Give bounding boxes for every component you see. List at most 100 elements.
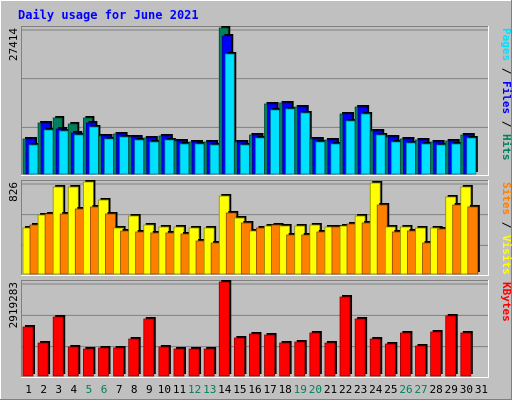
bar-kbytes-day-22 bbox=[339, 296, 351, 377]
bar-kbytes-day-25 bbox=[384, 343, 396, 377]
bar-pages-day-12 bbox=[194, 143, 205, 175]
x-tick-label-day-19: 19 bbox=[294, 383, 307, 396]
bar-pages-day-17 bbox=[270, 109, 280, 175]
bar-pages-day-20 bbox=[315, 141, 326, 175]
x-tick-label-day-22: 22 bbox=[339, 383, 352, 396]
bar-pages-day-2 bbox=[43, 129, 54, 175]
bar-kbytes-day-6 bbox=[98, 347, 109, 377]
bar-kbytes-day-8 bbox=[128, 338, 140, 377]
bar-kbytes-day-18 bbox=[279, 342, 291, 377]
bar-pages-day-21 bbox=[330, 143, 341, 175]
legend-sites: Sites bbox=[500, 182, 512, 215]
bar-pages-day-24 bbox=[375, 134, 386, 175]
legend-kbytes: KBytes bbox=[500, 282, 512, 322]
x-tick-label-day-4: 4 bbox=[71, 383, 78, 396]
bar-kbytes-day-20 bbox=[309, 332, 321, 377]
bar-kbytes-day-19 bbox=[294, 341, 306, 377]
x-tick-label-day-12: 12 bbox=[188, 383, 201, 396]
bar-kbytes-day-13 bbox=[203, 348, 215, 377]
bar-pages-day-15 bbox=[239, 144, 250, 175]
bar-kbytes-day-24 bbox=[369, 338, 381, 377]
bar-kbytes-day-4 bbox=[67, 346, 79, 377]
bar-kbytes-day-26 bbox=[400, 332, 411, 377]
bar-kbytes-day-16 bbox=[249, 333, 260, 377]
legend-kbytes: KBytes bbox=[500, 282, 512, 322]
bar-kbytes-day-27 bbox=[415, 345, 426, 377]
bar-pages-day-1 bbox=[28, 144, 39, 175]
bar-pages-day-7 bbox=[119, 136, 129, 175]
bar-kbytes-day-9 bbox=[143, 318, 155, 377]
bar-kbytes-day-14 bbox=[218, 281, 230, 377]
bar-pages-day-28 bbox=[436, 144, 447, 175]
x-tick-label-day-15: 15 bbox=[233, 383, 246, 396]
panel-kbytes: 2919283 KBytes bbox=[7, 280, 512, 378]
legend-separator: / bbox=[500, 114, 512, 134]
bar-kbytes-day-5 bbox=[82, 348, 94, 377]
legend-separator: / bbox=[500, 61, 512, 81]
bar-kbytes-day-7 bbox=[113, 347, 124, 377]
bar-sites-day-30 bbox=[467, 206, 479, 275]
legend-visitors: Sites / Visits bbox=[500, 182, 512, 275]
bar-kbytes-day-12 bbox=[188, 348, 200, 377]
bar-pages-day-14 bbox=[224, 53, 235, 175]
legend-files: Files bbox=[500, 81, 512, 114]
panel-visitors: 826 Sites / Visits bbox=[7, 180, 512, 276]
bar-pages-day-16 bbox=[255, 137, 265, 175]
bar-kbytes-day-15 bbox=[233, 337, 245, 377]
x-tick-label-day-14: 14 bbox=[218, 383, 232, 396]
bar-pages-day-5 bbox=[88, 126, 99, 175]
chart-panels: 27414 Pages / Files / Hits 826 Sites / Visi… bbox=[7, 26, 512, 378]
x-tick-label-day-3: 3 bbox=[55, 383, 62, 396]
bar-pages-day-22 bbox=[345, 120, 356, 175]
bar-pages-day-29 bbox=[451, 143, 462, 175]
bar-kbytes-day-3 bbox=[52, 316, 64, 377]
x-tick-label-day-1: 1 bbox=[25, 383, 32, 396]
x-tick-label-day-28: 28 bbox=[430, 383, 443, 396]
bar-pages-day-9 bbox=[149, 141, 160, 175]
x-tick-label-day-5: 5 bbox=[86, 383, 93, 396]
bar-pages-day-27 bbox=[421, 143, 431, 175]
bar-pages-day-4 bbox=[73, 134, 84, 175]
bar-kbytes-day-23 bbox=[354, 318, 366, 377]
bar-pages-day-26 bbox=[406, 142, 416, 175]
x-tick-label-day-31: 31 bbox=[475, 383, 488, 396]
bar-kbytes-day-17 bbox=[264, 334, 275, 377]
bar-pages-day-11 bbox=[179, 143, 190, 175]
bar-pages-day-8 bbox=[134, 139, 145, 175]
legend-pages: Pages bbox=[500, 28, 512, 61]
x-tick-label-day-20: 20 bbox=[309, 383, 322, 396]
x-tick-label-day-10: 10 bbox=[158, 383, 171, 396]
x-tick-label-day-6: 6 bbox=[101, 383, 108, 396]
bar-pages-day-3 bbox=[58, 130, 69, 175]
x-tick-label-day-17: 17 bbox=[263, 383, 276, 396]
x-tick-label-day-7: 7 bbox=[116, 383, 123, 396]
bar-pages-day-30 bbox=[466, 137, 477, 175]
bar-kbytes-day-30 bbox=[460, 332, 472, 377]
bar-kbytes-day-21 bbox=[324, 342, 336, 377]
x-axis-day-labels: 1 2 3 4 5 6 7 8 9 10 11 12 13 14 15 16 17 18 19 20 21 22 23 24 2… bbox=[25, 383, 488, 396]
x-tick-label-day-21: 21 bbox=[324, 383, 337, 396]
x-tick-label-day-16: 16 bbox=[248, 383, 261, 396]
x-tick-label-day-2: 2 bbox=[40, 383, 47, 396]
x-tick-label-day-24: 24 bbox=[369, 383, 383, 396]
x-tick-label-day-13: 13 bbox=[203, 383, 216, 396]
chart-title: Daily usage for June 2021 bbox=[18, 8, 199, 22]
bar-pages-day-6 bbox=[104, 138, 114, 175]
x-tick-label-day-29: 29 bbox=[445, 383, 458, 396]
bar-kbytes-day-28 bbox=[430, 331, 442, 377]
legend-separator: / bbox=[500, 215, 512, 235]
bar-kbytes-day-10 bbox=[158, 346, 170, 377]
y-max-label-kbytes: 2919283 bbox=[7, 282, 20, 328]
bar-pages-day-18 bbox=[285, 108, 296, 175]
x-tick-label-day-30: 30 bbox=[460, 383, 473, 396]
x-tick-label-day-11: 11 bbox=[173, 383, 186, 396]
bar-pages-day-13 bbox=[209, 144, 220, 175]
bar-kbytes-day-1 bbox=[22, 326, 34, 377]
bar-pages-day-19 bbox=[300, 112, 311, 175]
bar-pages-day-10 bbox=[164, 139, 175, 175]
legend-hits: Hits bbox=[500, 134, 512, 161]
y-max-label-visitors: 826 bbox=[7, 182, 20, 202]
legend-requests: Pages / Files / Hits bbox=[500, 28, 512, 161]
bar-pages-day-25 bbox=[390, 141, 401, 175]
